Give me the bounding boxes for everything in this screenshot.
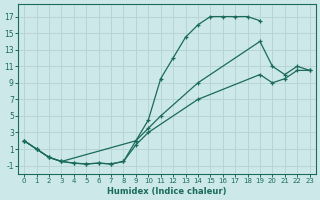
X-axis label: Humidex (Indice chaleur): Humidex (Indice chaleur) xyxy=(107,187,227,196)
